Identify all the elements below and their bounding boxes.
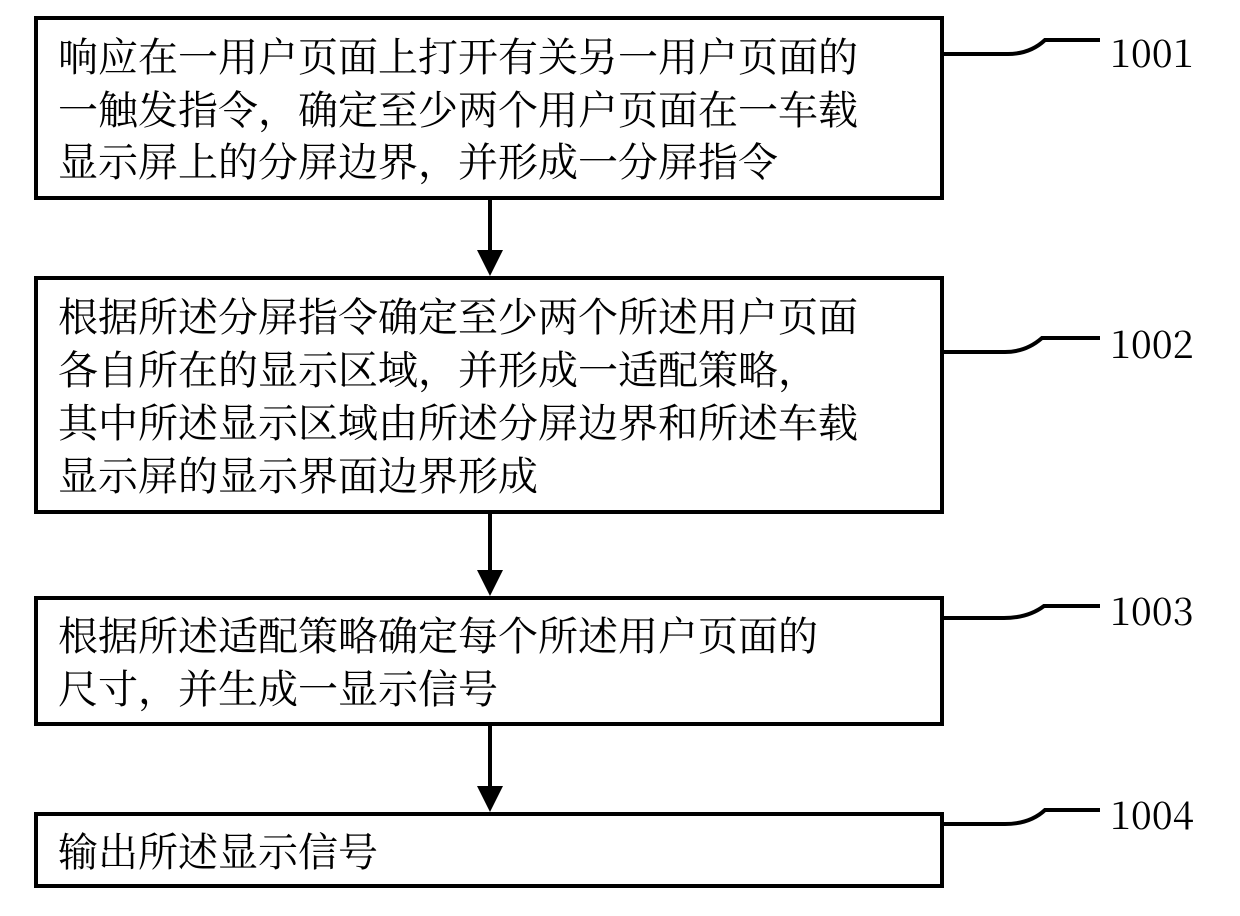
connector-layer xyxy=(0,0,1240,916)
flowchart-canvas: 响应在一用户页面上打开有关另一用户页面的 一触发指令，确定至少两个用户页面在一车… xyxy=(0,0,1240,916)
